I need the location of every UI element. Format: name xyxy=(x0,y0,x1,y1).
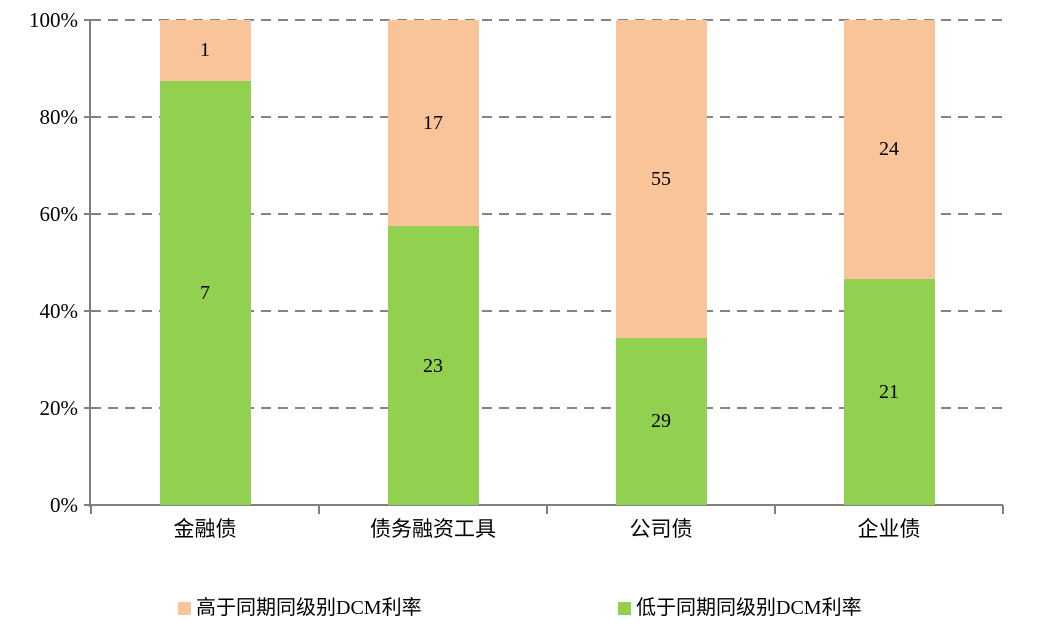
legend-item-lower-than-dcm-rate: 低于同期同级别DCM利率 xyxy=(618,596,862,621)
bar-value-label: 23 xyxy=(423,354,443,377)
bar-value-label: 21 xyxy=(879,380,899,403)
gridline xyxy=(91,407,1003,409)
legend-item-higher-than-dcm-rate: 高于同期同级别DCM利率 xyxy=(178,596,422,621)
bar-value-label: 7 xyxy=(200,281,210,304)
x-axis-category-label: 债务融资工具 xyxy=(370,517,496,541)
y-axis-tick-label: 20% xyxy=(39,396,79,420)
x-axis-tick xyxy=(774,505,776,514)
bar-segment-lower-than-dcm-rate: 7 xyxy=(159,80,251,505)
bar-segment-higher-than-dcm-rate: 1 xyxy=(159,20,251,81)
y-axis-tick xyxy=(84,19,97,21)
y-axis-tick xyxy=(84,407,97,409)
plot-area xyxy=(91,19,1003,505)
bar-segment-higher-than-dcm-rate: 55 xyxy=(615,20,707,338)
y-axis-tick xyxy=(84,116,97,118)
bar-value-label: 17 xyxy=(423,112,443,135)
legend-label-lower-than-dcm-rate: 低于同期同级别DCM利率 xyxy=(636,597,862,619)
bar-value-label: 1 xyxy=(200,39,210,62)
legend-swatch-green-icon xyxy=(618,602,631,615)
y-axis-tick-label: 60% xyxy=(39,202,79,226)
legend-swatch-orange-icon xyxy=(178,602,191,615)
bar-value-label: 29 xyxy=(651,410,671,433)
y-axis-tick-label: 0% xyxy=(50,493,78,517)
bar-segment-lower-than-dcm-rate: 23 xyxy=(387,226,479,505)
x-axis-tick xyxy=(1002,505,1004,514)
y-axis-tick-label: 100% xyxy=(29,8,78,32)
y-axis-line xyxy=(89,20,91,507)
legend-label-higher-than-dcm-rate: 高于同期同级别DCM利率 xyxy=(196,597,422,619)
gridline xyxy=(91,213,1003,215)
bar-segment-higher-than-dcm-rate: 17 xyxy=(387,20,479,227)
x-axis-category-label: 金融债 xyxy=(173,517,237,541)
x-axis-tick xyxy=(546,505,548,514)
y-axis-tick-label: 80% xyxy=(39,105,79,129)
bar-segment-higher-than-dcm-rate: 24 xyxy=(843,20,935,279)
gridline xyxy=(91,19,1003,21)
bar-segment-lower-than-dcm-rate: 29 xyxy=(615,337,707,505)
y-axis-tick xyxy=(84,213,97,215)
x-axis-tick xyxy=(318,505,320,514)
x-axis-category-label: 公司债 xyxy=(629,517,693,541)
y-axis-tick-label: 40% xyxy=(39,299,79,323)
y-axis-tick xyxy=(84,310,97,312)
bar-value-label: 24 xyxy=(879,138,899,161)
bar-segment-lower-than-dcm-rate: 21 xyxy=(843,278,935,505)
gridline xyxy=(91,310,1003,312)
bar-value-label: 55 xyxy=(651,167,671,190)
x-axis-tick xyxy=(90,505,92,514)
gridline xyxy=(91,116,1003,118)
x-axis-category-label: 企业债 xyxy=(857,517,921,541)
